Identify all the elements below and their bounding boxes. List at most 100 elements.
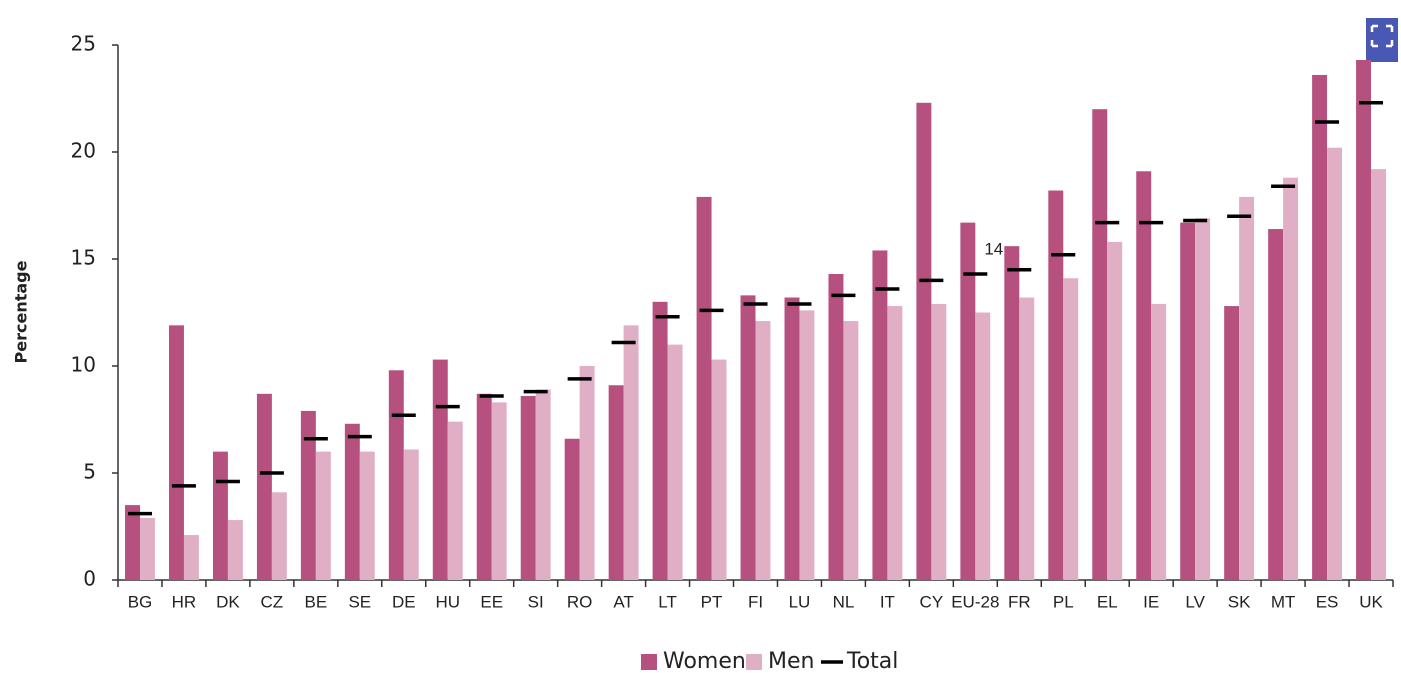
bar (755, 321, 771, 580)
x-tick-label: PL (1053, 592, 1074, 611)
bar (1019, 297, 1035, 580)
bar (960, 222, 976, 580)
y-axis-title: Percentage (12, 260, 31, 363)
x-tick-label: CZ (261, 592, 284, 611)
bar (1371, 169, 1386, 580)
x-tick-label: ES (1316, 592, 1339, 611)
bar (125, 505, 140, 580)
bar (256, 393, 272, 580)
bar (212, 451, 228, 580)
bar (300, 410, 316, 580)
bar (784, 297, 800, 580)
bar (1356, 59, 1372, 581)
bar (828, 273, 844, 580)
x-tick-label: SK (1228, 592, 1251, 611)
x-tick-label: DK (216, 592, 240, 611)
x-tick-label: BG (128, 592, 153, 611)
y-tick-label: 25 (71, 32, 96, 56)
x-tick-label: NL (833, 592, 855, 611)
x-tick-label: EU-28 (951, 592, 999, 611)
bar (1327, 147, 1342, 580)
expand-button[interactable] (1366, 18, 1398, 62)
bar (623, 325, 639, 580)
bar (403, 449, 419, 580)
bar (1107, 241, 1123, 580)
bar (139, 517, 155, 580)
x-tick-label: AT (613, 592, 633, 611)
bar (711, 359, 727, 580)
x-tick-label: CY (920, 592, 944, 611)
bar (1283, 177, 1299, 580)
bar (1004, 246, 1020, 580)
x-tick-label: PT (701, 592, 723, 611)
expand-glyph (1370, 24, 1394, 48)
x-tick-label: FR (1008, 592, 1031, 611)
x-tick-label: HU (435, 592, 460, 611)
bar (1268, 229, 1284, 581)
bar (608, 385, 624, 580)
bar (315, 451, 331, 580)
bar (491, 402, 507, 580)
bar (1063, 278, 1079, 580)
x-tick-label: MT (1271, 592, 1296, 611)
x-tick-label: SI (528, 592, 544, 611)
bar (476, 393, 492, 580)
bar (1136, 171, 1152, 580)
bar (271, 492, 287, 580)
y-tick-label: 20 (71, 139, 96, 163)
bar (447, 421, 463, 580)
legend-label: Women (663, 649, 746, 673)
bar (667, 344, 683, 580)
x-tick-label: EL (1097, 592, 1118, 611)
x-tick-label: LV (1185, 592, 1205, 611)
legend-label: Men (768, 649, 814, 673)
bar (1195, 218, 1211, 580)
bar (1312, 74, 1328, 581)
bar (1224, 306, 1240, 580)
bar (916, 102, 932, 580)
bar (344, 423, 360, 580)
bar (975, 312, 991, 580)
legend-swatch (641, 654, 657, 670)
bar (1048, 190, 1064, 580)
bar (520, 395, 536, 580)
y-tick-label: 5 (83, 460, 96, 484)
x-tick-label: IE (1143, 592, 1159, 611)
bar (887, 306, 903, 580)
bar (696, 196, 712, 580)
bar (799, 310, 815, 580)
legend-label: Total (846, 649, 898, 673)
bar (432, 359, 448, 580)
bar (1239, 196, 1255, 580)
bar (535, 389, 551, 580)
bar (564, 438, 580, 580)
x-tick-label: HR (172, 592, 197, 611)
bar (1151, 303, 1167, 580)
bar (359, 451, 375, 580)
y-tick-label: 0 (83, 567, 96, 591)
x-tick-label: IT (880, 592, 895, 611)
x-tick-label: LU (789, 592, 811, 611)
bar (183, 535, 199, 580)
y-tick-label: 15 (71, 246, 96, 270)
x-tick-label: UK (1359, 592, 1383, 611)
x-tick-label: RO (567, 592, 593, 611)
legend-swatch (746, 654, 762, 670)
bar (652, 301, 668, 580)
bar (579, 366, 595, 580)
x-tick-label: FI (748, 592, 763, 611)
x-tick-label: EE (480, 592, 503, 611)
x-tick-label: DE (392, 592, 416, 611)
bar (872, 250, 888, 580)
x-tick-label: SE (348, 592, 371, 611)
bar (169, 325, 184, 580)
bar (740, 295, 756, 580)
bar (227, 520, 243, 580)
y-tick-label: 10 (71, 353, 96, 377)
bar (1180, 222, 1196, 580)
bar (1092, 109, 1108, 580)
bar (843, 321, 859, 580)
bar (388, 370, 404, 580)
annotation: 14 (984, 239, 1003, 258)
